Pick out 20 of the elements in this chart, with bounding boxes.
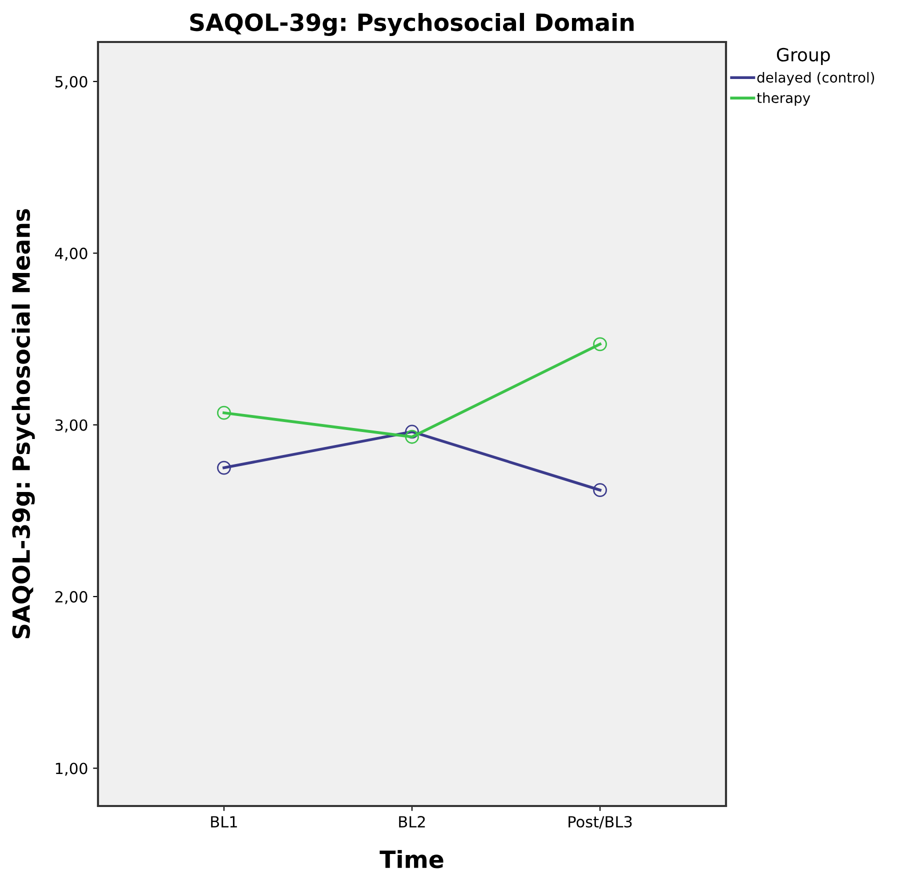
point: [217, 406, 231, 420]
y-tick-label: 5,00: [55, 76, 88, 90]
legend-label: delayed (control): [757, 72, 874, 86]
y-tick-label: 2,00: [55, 591, 88, 604]
legend-label: therapy: [756, 92, 810, 106]
point: [593, 483, 607, 498]
y-tick-label: 1,00: [56, 762, 88, 776]
y-tick-label: 3,00: [55, 419, 88, 432]
chart-title: SAQOL-39g: Psychosocial Domain: [190, 12, 634, 36]
y-axis-title: SAQOL-39g: Psychosocial Means: [12, 209, 35, 638]
point: [217, 460, 231, 475]
x-tick-label: Post/BL3: [568, 816, 632, 829]
y-tick-label: 4,00: [55, 248, 88, 261]
point: [593, 337, 607, 352]
x-axis-title: Time: [380, 850, 444, 868]
x-tick-label: BL1: [211, 816, 237, 828]
point: [405, 424, 419, 439]
x-tick-label: BL2: [399, 816, 425, 828]
point: [405, 430, 419, 444]
legend-title: Group: [776, 48, 830, 66]
